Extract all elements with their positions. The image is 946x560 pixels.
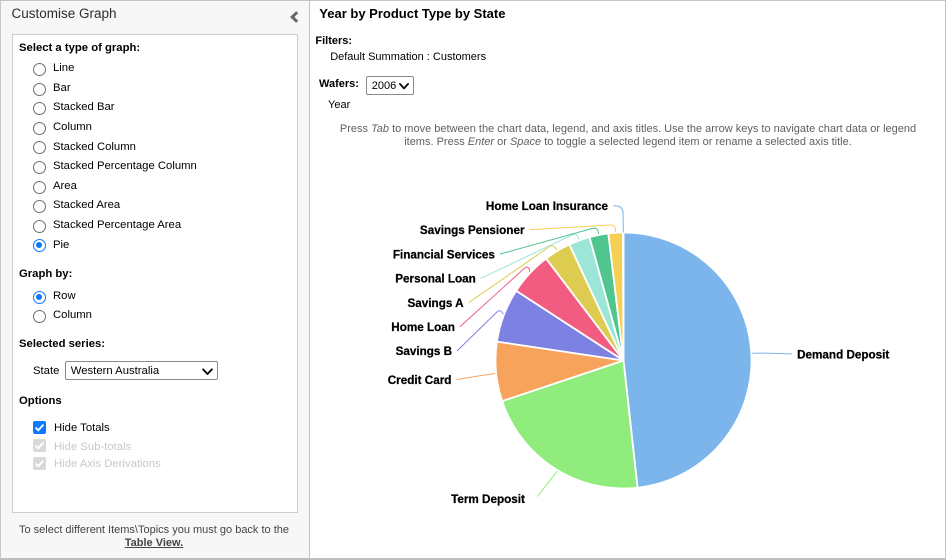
svg-text:Demand Deposit: Demand Deposit	[797, 349, 889, 362]
svg-text:Savings B: Savings B	[396, 345, 453, 358]
svg-text:Home Loan: Home Loan	[391, 321, 455, 334]
svg-text:Term Deposit: Term Deposit	[451, 493, 525, 506]
svg-text:Financial Services: Financial Services	[393, 248, 495, 261]
svg-text:Credit Card: Credit Card	[388, 374, 452, 387]
svg-text:Savings Pensioner: Savings Pensioner	[420, 224, 525, 237]
svg-text:Savings A: Savings A	[408, 297, 465, 310]
svg-text:Personal Loan: Personal Loan	[395, 273, 476, 286]
svg-text:Home Loan Insurance: Home Loan Insurance	[486, 200, 609, 213]
